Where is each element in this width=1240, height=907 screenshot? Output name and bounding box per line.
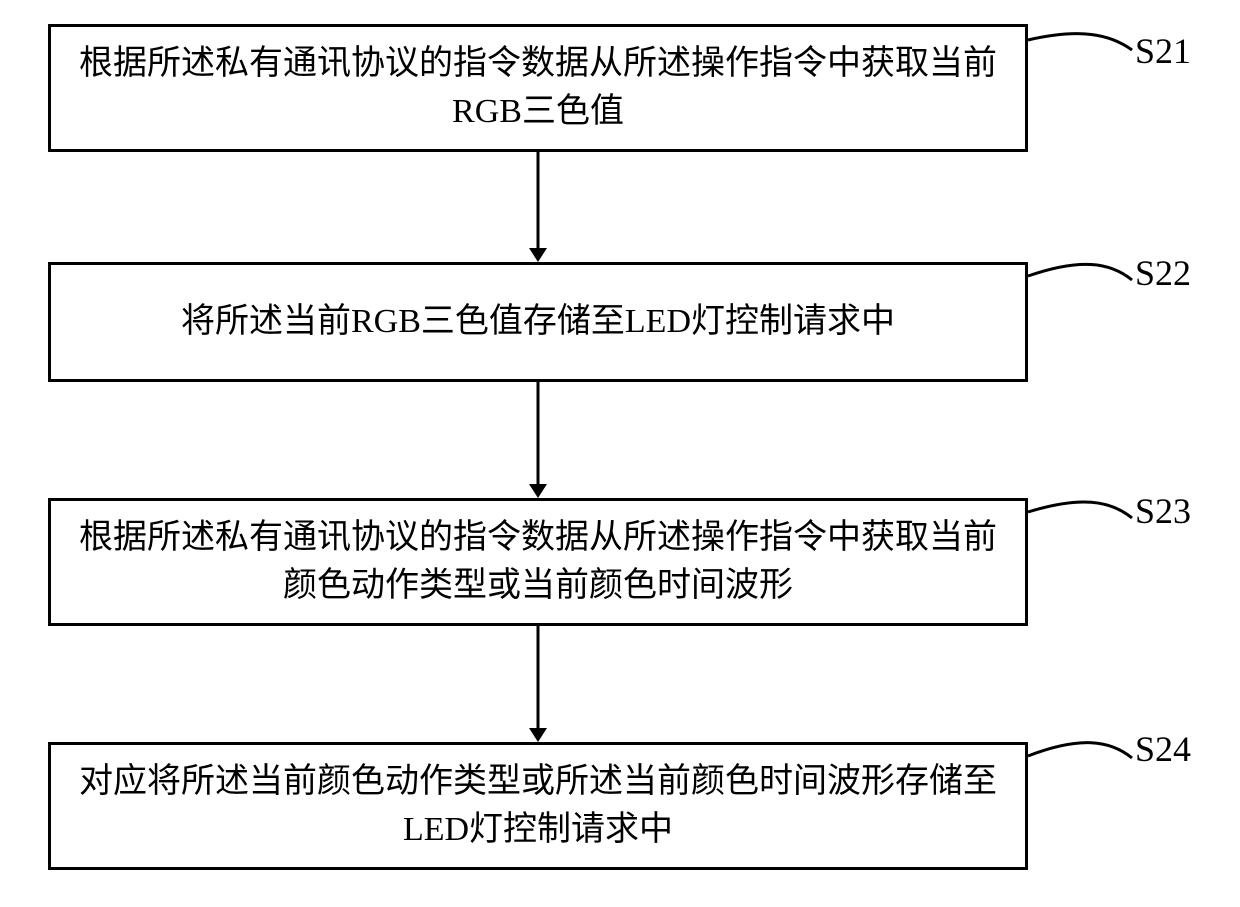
leader-s23 — [1028, 502, 1132, 518]
flow-label-s23: S23 — [1135, 490, 1191, 532]
flowchart-canvas: 根据所述私有通讯协议的指令数据从所述操作指令中获取当前RGB三色值 S21 将所… — [0, 0, 1240, 907]
flow-label-s24: S24 — [1135, 728, 1191, 770]
flow-node-s21-text: 根据所述私有通讯协议的指令数据从所述操作指令中获取当前RGB三色值 — [67, 40, 1009, 135]
flow-node-s24-text: 对应将所述当前颜色动作类型或所述当前颜色时间波形存储至LED灯控制请求中 — [67, 758, 1009, 853]
leader-s21 — [1028, 34, 1132, 50]
flow-label-s22: S22 — [1135, 252, 1191, 294]
leader-s24 — [1028, 743, 1132, 758]
flow-node-s24: 对应将所述当前颜色动作类型或所述当前颜色时间波形存储至LED灯控制请求中 — [48, 742, 1028, 870]
arrowhead-s23-s24-icon — [529, 728, 547, 742]
flow-node-s22: 将所述当前RGB三色值存储至LED灯控制请求中 — [48, 262, 1028, 382]
flow-node-s22-text: 将所述当前RGB三色值存储至LED灯控制请求中 — [181, 298, 895, 346]
flow-node-s23-text: 根据所述私有通讯协议的指令数据从所述操作指令中获取当前颜色动作类型或当前颜色时间… — [67, 514, 1009, 609]
arrowhead-s22-s23-icon — [529, 484, 547, 498]
flow-node-s23: 根据所述私有通讯协议的指令数据从所述操作指令中获取当前颜色动作类型或当前颜色时间… — [48, 498, 1028, 626]
flow-label-s21: S21 — [1135, 30, 1191, 72]
leader-s22 — [1028, 264, 1132, 280]
arrowhead-s21-s22-icon — [529, 248, 547, 262]
flow-node-s21: 根据所述私有通讯协议的指令数据从所述操作指令中获取当前RGB三色值 — [48, 24, 1028, 152]
